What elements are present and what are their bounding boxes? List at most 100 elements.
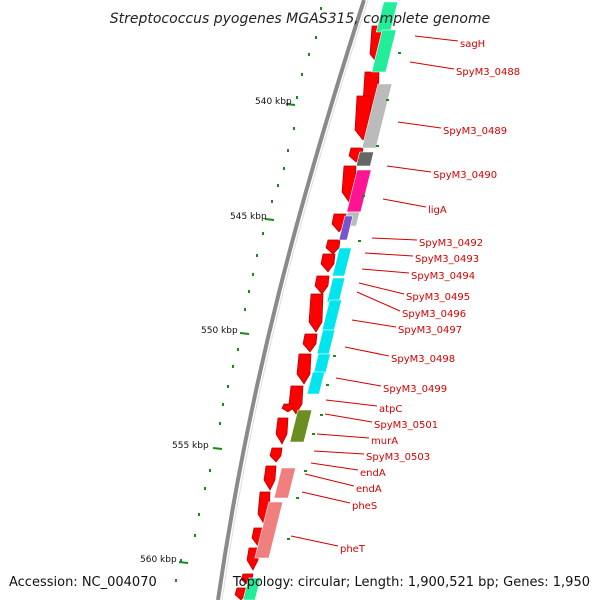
- strand-marker: [398, 52, 401, 54]
- gene-label: SpyM3_0490: [433, 170, 497, 181]
- gene-label: sagH: [460, 39, 485, 50]
- minor-tick: [180, 559, 182, 562]
- gene-arrow-reverse: [281, 403, 295, 413]
- gene-arrow-reverse: [296, 353, 312, 385]
- minor-tick: [252, 273, 254, 276]
- leader-line: [386, 165, 432, 173]
- leader-line: [397, 121, 442, 129]
- gene-block-forward: [332, 247, 352, 277]
- leader-line: [304, 473, 355, 487]
- leader-line: [358, 282, 405, 295]
- strand-marker: [296, 497, 299, 499]
- leader-line: [324, 413, 373, 423]
- gene-label: SpyM3_0492: [419, 238, 483, 249]
- strand-marker: [326, 384, 329, 386]
- minor-tick: [301, 73, 303, 76]
- gene-label: SpyM3_0496: [402, 309, 466, 320]
- strand-marker: [304, 470, 307, 472]
- minor-tick: [204, 487, 206, 490]
- leader-line: [364, 252, 414, 257]
- kbp-label: 545 kbp: [230, 212, 267, 222]
- minor-tick: [277, 184, 279, 187]
- major-tick: [178, 561, 189, 564]
- gene-label: SpyM3_0499: [383, 384, 447, 395]
- leader-line: [414, 35, 459, 42]
- major-tick: [264, 218, 275, 221]
- kbp-label: 540 kbp: [255, 97, 292, 107]
- minor-tick: [248, 290, 250, 293]
- gene-label: SpyM3_0488: [456, 67, 520, 78]
- gene-features: [234, 1, 401, 600]
- gene-block-forward: [316, 329, 336, 355]
- topology-label: Topology: circular; Length: 1,900,521 bp…: [232, 575, 590, 590]
- strand-marker: [376, 145, 379, 147]
- kbp-label: 560 kbp: [140, 555, 177, 565]
- minor-tick: [308, 53, 310, 56]
- genome-title: Streptococcus pyogenes MGAS315, complete…: [110, 11, 490, 27]
- gene-block-forward: [321, 299, 343, 331]
- gene-block-forward: [254, 501, 284, 559]
- major-tick: [239, 332, 250, 335]
- minor-tick: [244, 308, 246, 311]
- leader-line: [290, 535, 339, 547]
- gene-label: endA: [356, 484, 382, 495]
- gene-label: pheT: [340, 544, 366, 555]
- minor-tick: [320, 7, 322, 10]
- gene-arrow-reverse: [302, 333, 318, 353]
- leader-line: [356, 291, 401, 312]
- leader-line: [335, 377, 382, 387]
- gene-block-forward: [338, 215, 354, 241]
- kbp-labels: 540 kbp 545 kbp 550 kbp 555 kbp 560 kbp: [140, 97, 292, 565]
- strand-marker: [320, 414, 323, 416]
- gene-label: SpyM3_0498: [391, 354, 455, 365]
- minor-tick: [315, 36, 317, 39]
- minor-tick: [237, 348, 239, 351]
- leader-line: [361, 268, 410, 274]
- gene-label: murA: [371, 436, 398, 447]
- strand-marker: [386, 99, 389, 101]
- minor-tick: [175, 579, 177, 582]
- major-tick: [285, 103, 296, 106]
- gene-block-forward: [313, 353, 331, 375]
- scale-ticks: [175, 7, 322, 582]
- gene-label: atpC: [379, 404, 402, 415]
- leader-line: [316, 433, 370, 439]
- gene-label: SpyM3_0497: [398, 325, 462, 336]
- gene-block-forward: [242, 577, 261, 600]
- minor-tick: [198, 513, 200, 516]
- gene-labels: sagH SpyM3_0488 SpyM3_0489 SpyM3_0490 ligA Sp…: [340, 39, 520, 555]
- leader-line: [351, 319, 397, 328]
- strand-marker: [333, 355, 336, 357]
- minor-tick: [227, 385, 229, 388]
- minor-tick: [232, 365, 234, 368]
- gene-label: ligA: [428, 205, 447, 216]
- minor-tick: [222, 403, 224, 406]
- strand-marker: [287, 538, 290, 540]
- gene-block-forward: [355, 151, 375, 167]
- gene-arrow-reverse: [314, 275, 330, 295]
- strand-marker: [312, 433, 315, 435]
- leader-line: [344, 346, 390, 357]
- leader-line: [371, 237, 418, 241]
- gene-label: SpyM3_0493: [415, 254, 479, 265]
- major-tick: [212, 447, 223, 450]
- strand-marker: [362, 195, 365, 197]
- genome-backbone: [216, 0, 369, 600]
- minor-tick: [287, 149, 289, 152]
- gene-block-forward: [306, 371, 325, 395]
- accession-label: Accession: NC_004070: [9, 575, 157, 590]
- leader-line: [301, 491, 351, 504]
- gene-label: SpyM3_0501: [374, 420, 438, 431]
- gene-arrow-reverse: [325, 239, 341, 255]
- minor-tick: [283, 167, 285, 170]
- minor-tick: [256, 254, 258, 257]
- gene-arrow-reverse: [269, 447, 283, 463]
- gene-label: endA: [360, 468, 386, 479]
- gene-block-forward: [289, 409, 313, 443]
- label-leader-lines: [290, 35, 459, 547]
- gene-block-forward: [361, 83, 393, 149]
- gene-label: SpyM3_0503: [366, 452, 430, 463]
- minor-tick: [219, 422, 221, 425]
